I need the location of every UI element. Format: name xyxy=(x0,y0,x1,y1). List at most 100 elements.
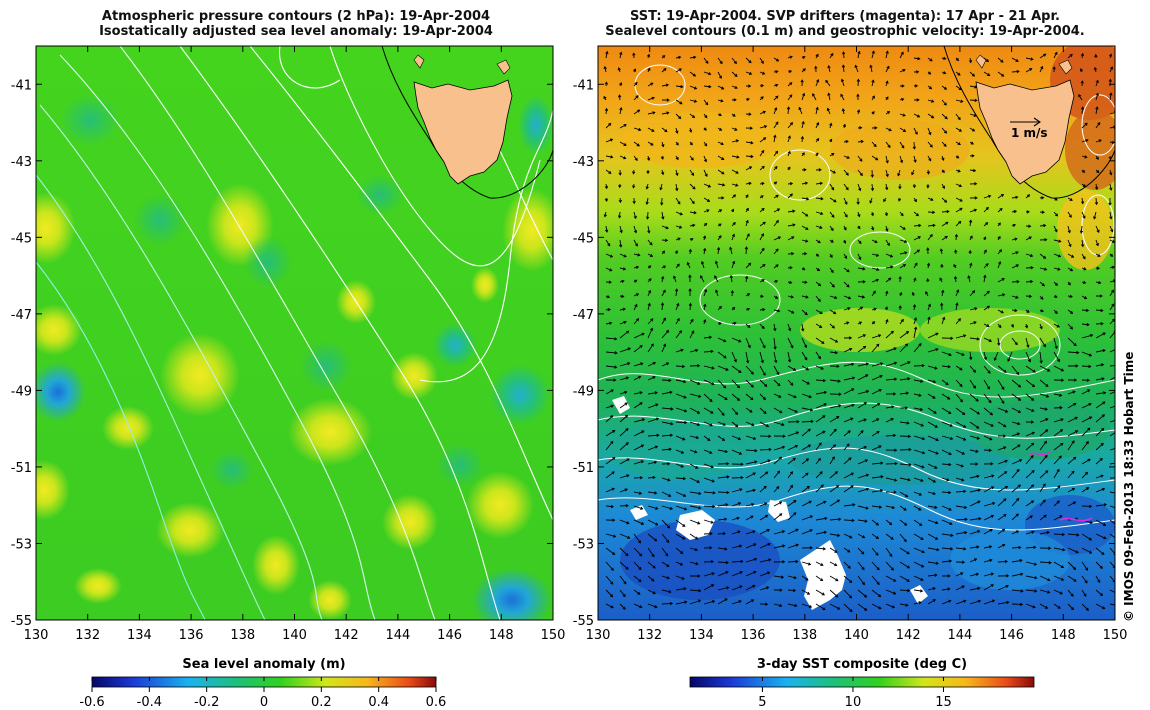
velocity-arrow xyxy=(955,585,965,591)
colorbar-tick-label: -0.6 xyxy=(79,695,104,710)
velocity-arrow xyxy=(675,365,685,368)
velocity-arrow-head xyxy=(894,461,898,466)
y-tick-label: -49 xyxy=(11,384,32,399)
velocity-arrow-head xyxy=(753,570,757,574)
y-tick-label: -49 xyxy=(573,384,594,399)
velocity-arrow xyxy=(717,518,727,521)
velocity-arrow xyxy=(1053,547,1065,551)
velocity-arrow-head xyxy=(1116,477,1118,480)
velocity-arrow-head xyxy=(939,277,943,281)
velocity-arrow xyxy=(717,71,722,79)
velocity-arrow-head xyxy=(763,410,767,415)
velocity-arrow xyxy=(703,519,714,524)
velocity-arrow-head xyxy=(925,291,929,295)
velocity-arrow xyxy=(731,365,742,373)
velocity-arrow xyxy=(857,295,865,298)
velocity-arrow xyxy=(1095,443,1104,451)
velocity-arrow-head xyxy=(893,377,898,381)
velocity-arrow xyxy=(843,295,851,299)
velocity-arrow xyxy=(815,281,821,287)
velocity-arrow xyxy=(843,169,849,176)
velocity-arrow-head xyxy=(956,155,960,159)
velocity-arrow-head xyxy=(907,361,911,365)
velocity-arrow-head xyxy=(703,319,707,323)
velocity-arrow xyxy=(899,225,906,230)
velocity-arrow xyxy=(1007,351,1013,362)
velocity-arrow-head xyxy=(864,459,869,463)
velocity-arrow xyxy=(759,137,766,143)
velocity-arrow xyxy=(633,362,643,367)
velocity-arrow xyxy=(675,421,687,424)
velocity-arrow-head xyxy=(650,343,654,347)
velocity-arrow xyxy=(1039,441,1047,451)
velocity-arrow xyxy=(1053,429,1063,437)
velocity-arrow xyxy=(983,263,989,269)
velocity-arrow-head xyxy=(676,302,680,307)
velocity-arrow-head xyxy=(947,587,951,591)
velocity-arrow xyxy=(885,406,894,409)
velocity-arrow-head xyxy=(660,302,665,306)
velocity-arrow-head xyxy=(718,223,722,227)
velocity-arrow xyxy=(661,561,670,567)
velocity-arrow-head xyxy=(632,52,636,56)
velocity-arrow xyxy=(1095,475,1104,479)
velocity-arrow-head xyxy=(827,92,831,96)
velocity-arrow xyxy=(619,458,630,465)
velocity-arrow xyxy=(1053,485,1061,493)
velocity-arrow xyxy=(605,351,617,354)
velocity-arrow-head xyxy=(885,318,889,323)
velocity-arrow-head xyxy=(876,567,880,571)
velocity-arrow xyxy=(843,472,854,479)
velocity-arrow-head xyxy=(943,102,947,106)
velocity-arrow-head xyxy=(736,155,740,159)
velocity-arrow xyxy=(730,275,733,283)
velocity-arrow-head xyxy=(661,171,665,176)
velocity-arrow-head xyxy=(606,295,610,299)
velocity-arrow-head xyxy=(650,142,654,146)
velocity-arrow-head xyxy=(869,200,873,204)
x-tick-label: 130 xyxy=(586,628,611,643)
velocity-arrow xyxy=(927,393,936,399)
velocity-arrow-head xyxy=(1060,577,1065,581)
velocity-arrow-head xyxy=(626,330,630,334)
velocity-arrow xyxy=(941,393,950,400)
velocity-arrow xyxy=(618,211,621,218)
y-tick-label: -55 xyxy=(11,614,32,629)
velocity-arrow-head xyxy=(944,235,948,239)
velocity-arrow-head xyxy=(948,352,952,357)
velocity-arrow xyxy=(689,197,695,204)
velocity-arrow-head xyxy=(932,587,936,591)
velocity-arrow-head xyxy=(1004,459,1008,463)
velocity-arrow-head xyxy=(845,139,849,144)
velocity-arrow xyxy=(759,208,765,213)
velocity-arrow-head xyxy=(901,145,905,149)
velocity-arrow xyxy=(717,393,728,400)
velocity-arrow-head xyxy=(856,201,860,205)
velocity-arrow-head xyxy=(1000,194,1005,197)
velocity-arrow-head xyxy=(817,356,821,360)
velocity-arrow xyxy=(899,378,910,381)
velocity-arrow-head xyxy=(748,71,753,75)
velocity-arrow-head xyxy=(884,212,889,217)
velocity-arrow-head xyxy=(1029,253,1034,258)
velocity-arrow-head xyxy=(1034,589,1038,593)
velocity-arrow-head xyxy=(678,68,682,72)
velocity-arrow-head xyxy=(876,343,880,347)
velocity-arrow-head xyxy=(705,60,709,64)
velocity-arrow-head xyxy=(876,581,880,586)
velocity-arrow xyxy=(787,457,796,465)
velocity-arrow-head xyxy=(921,437,926,441)
velocity-arrow-head xyxy=(621,294,625,298)
velocity-arrow xyxy=(717,571,729,577)
velocity-arrow-head xyxy=(1057,267,1061,271)
velocity-arrow xyxy=(1067,351,1079,354)
velocity-arrow-head xyxy=(795,528,799,532)
velocity-arrow-head xyxy=(669,506,674,511)
velocity-arrow xyxy=(1081,487,1089,493)
velocity-arrow-head xyxy=(1017,410,1022,413)
velocity-arrow xyxy=(689,211,697,214)
velocity-arrow xyxy=(717,85,724,90)
velocity-arrow-head xyxy=(857,50,861,54)
velocity-arrow-head xyxy=(972,168,977,173)
velocity-arrow-head xyxy=(822,607,826,611)
